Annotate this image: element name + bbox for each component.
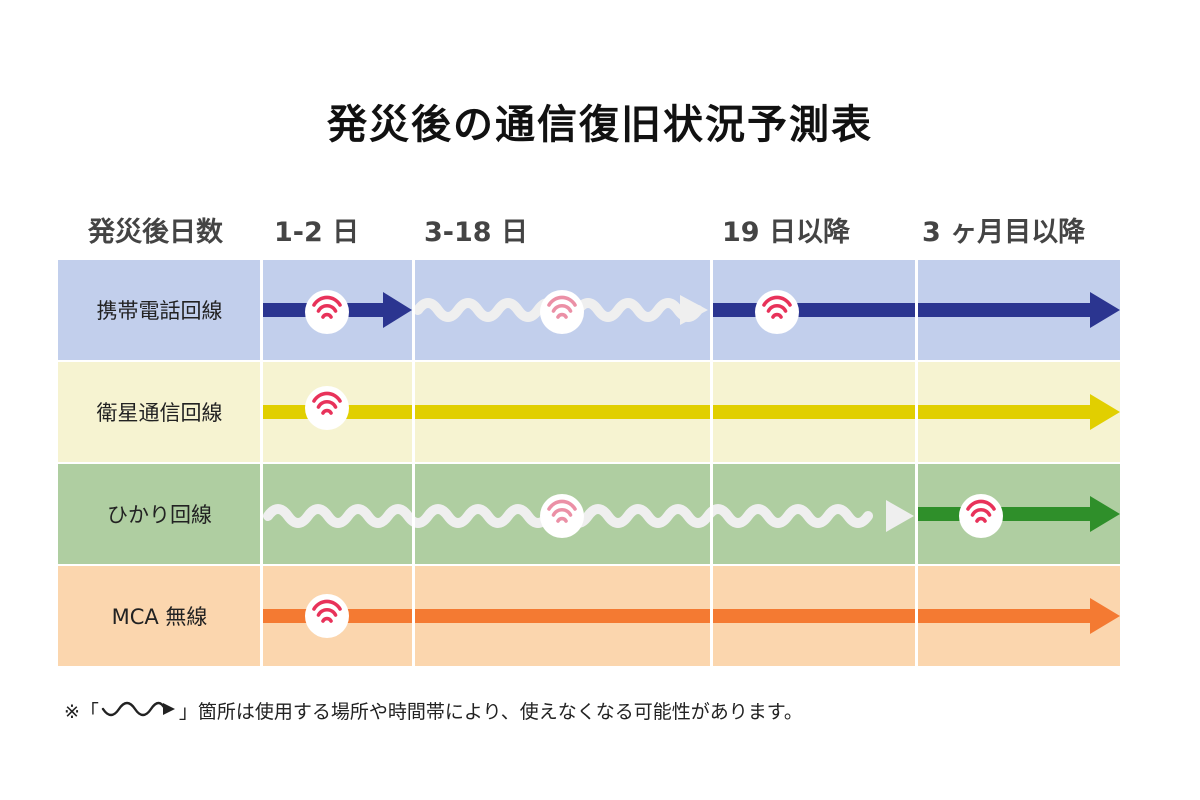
- row-label-mobile: 携帯電話回線: [96, 299, 223, 323]
- header-period-3: 19 日以降: [722, 217, 850, 248]
- wifi-icon: [957, 492, 1005, 540]
- row-label-mca: MCA 無線: [111, 605, 208, 629]
- header-period-1: 1-2 日: [274, 217, 360, 248]
- wifi-icon: [303, 384, 351, 432]
- row-label-fiber: ひかり回線: [107, 503, 212, 527]
- header-period-4: 3 ヶ月目以降: [922, 217, 1086, 248]
- wifi-icon: [753, 288, 801, 336]
- fiber-line: [918, 496, 1120, 532]
- row-label-satellite: 衛星通信回線: [96, 401, 223, 425]
- fiber-unstable-wave: [263, 500, 914, 532]
- mobile-line-segment-2: [712, 292, 1120, 328]
- wifi-icon: [303, 592, 351, 640]
- footnote-text: 」箇所は使用する場所や時間帯により、使えなくなる可能性があります。: [178, 701, 803, 723]
- wavy-arrow-icon: [101, 701, 175, 716]
- page-title: 発災後の通信復旧状況予測表: [327, 102, 873, 148]
- column-dividers: [260, 260, 918, 666]
- wifi-icon: [538, 492, 586, 540]
- footnote: ※「 」箇所は使用する場所や時間帯により、使えなくなる可能性があります。: [64, 697, 803, 724]
- wifi-icon: [538, 288, 586, 336]
- header-days-label: 発災後日数: [88, 217, 223, 248]
- wifi-icon: [303, 288, 351, 336]
- footnote-prefix: ※「: [64, 701, 99, 723]
- satellite-line: [263, 394, 1120, 430]
- header-period-2: 3-18 日: [424, 217, 528, 248]
- mca-line: [263, 598, 1120, 634]
